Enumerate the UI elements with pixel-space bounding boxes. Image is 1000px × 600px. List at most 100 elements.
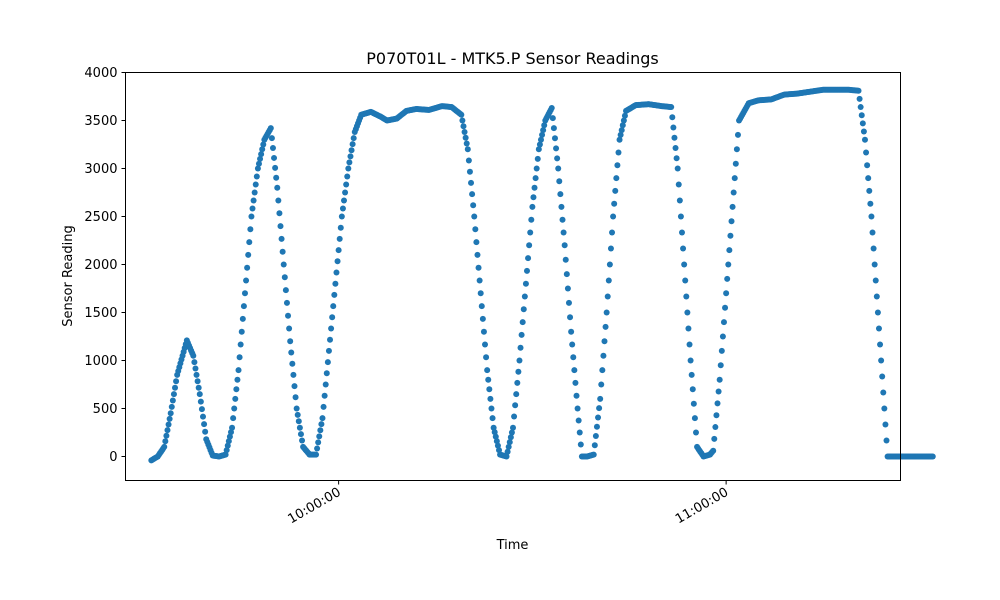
data-point (231, 405, 238, 412)
data-point (687, 357, 694, 364)
data-point (496, 447, 503, 454)
x-axis-label: Time (496, 538, 529, 553)
data-point (562, 256, 569, 263)
data-point (731, 175, 738, 182)
data-point (527, 229, 534, 236)
data-point (684, 309, 691, 316)
data-point (616, 136, 623, 143)
data-point (346, 159, 353, 166)
data-point (606, 261, 613, 268)
data-point (232, 395, 239, 402)
data-point (235, 367, 242, 374)
data-point (528, 216, 535, 223)
data-point (716, 376, 723, 383)
data-point (253, 173, 260, 180)
data-point (161, 443, 168, 450)
data-point (856, 95, 863, 102)
data-point (683, 293, 690, 300)
data-point (319, 415, 326, 422)
data-point (487, 395, 494, 402)
data-point (503, 453, 510, 460)
data-point (517, 344, 524, 351)
data-point (727, 232, 734, 239)
data-point (223, 447, 230, 454)
data-point (229, 424, 236, 431)
y-tick-label: 3000 (84, 162, 117, 177)
data-point (458, 111, 465, 118)
data-point (190, 352, 197, 359)
data-point (600, 352, 607, 359)
data-point (712, 424, 719, 431)
data-point (688, 371, 695, 378)
data-point (317, 427, 324, 434)
data-point (468, 179, 475, 186)
data-point (882, 421, 889, 428)
data-point (572, 379, 579, 386)
data-point (313, 451, 320, 458)
data-point (289, 360, 296, 367)
data-point (299, 437, 306, 444)
data-point (857, 104, 864, 111)
data-point (732, 160, 739, 167)
data-point (255, 160, 262, 167)
data-point (348, 147, 355, 154)
data-point (521, 293, 528, 300)
data-point (471, 213, 478, 220)
data-point (243, 277, 250, 284)
data-point (879, 373, 886, 380)
data-point (717, 362, 724, 369)
data-point (198, 406, 205, 413)
data-point (463, 140, 470, 147)
data-point (621, 112, 628, 119)
data-point (196, 391, 203, 398)
data-point (341, 197, 348, 204)
data-point (692, 429, 699, 436)
data-point (274, 184, 281, 191)
data-point (470, 202, 477, 209)
data-point (560, 229, 567, 236)
data-point (331, 291, 338, 298)
data-point (461, 129, 468, 136)
data-point (720, 319, 727, 326)
data-point (271, 154, 278, 161)
data-point (557, 191, 564, 198)
data-point (288, 349, 295, 356)
data-point (227, 429, 234, 436)
data-point (320, 403, 327, 410)
data-point (576, 429, 583, 436)
data-point (620, 117, 627, 124)
data-point (477, 290, 484, 297)
data-point (321, 392, 328, 399)
data-point (873, 293, 880, 300)
data-point (519, 319, 526, 326)
data-point (332, 280, 339, 287)
data-point (244, 264, 251, 271)
data-point (194, 378, 201, 385)
data-point (336, 235, 343, 242)
data-point (258, 151, 265, 158)
data-point (464, 146, 471, 153)
data-point (864, 162, 871, 169)
data-point (724, 275, 731, 282)
data-point (714, 400, 721, 407)
y-tick-label: 2500 (84, 210, 117, 225)
data-point (323, 370, 330, 377)
data-point (260, 141, 267, 148)
data-point (491, 429, 498, 436)
data-point (314, 445, 321, 452)
data-point (533, 165, 540, 172)
data-point (334, 258, 341, 265)
data-point (883, 437, 890, 444)
data-point (335, 247, 342, 254)
data-point (508, 429, 515, 436)
data-point (460, 123, 467, 130)
data-point (250, 197, 257, 204)
data-point (325, 347, 332, 354)
data-point (197, 398, 204, 405)
data-point (866, 187, 873, 194)
data-point (480, 328, 487, 335)
data-point (553, 145, 560, 152)
data-point (287, 338, 294, 345)
data-point (200, 413, 206, 420)
data-point (484, 367, 491, 374)
